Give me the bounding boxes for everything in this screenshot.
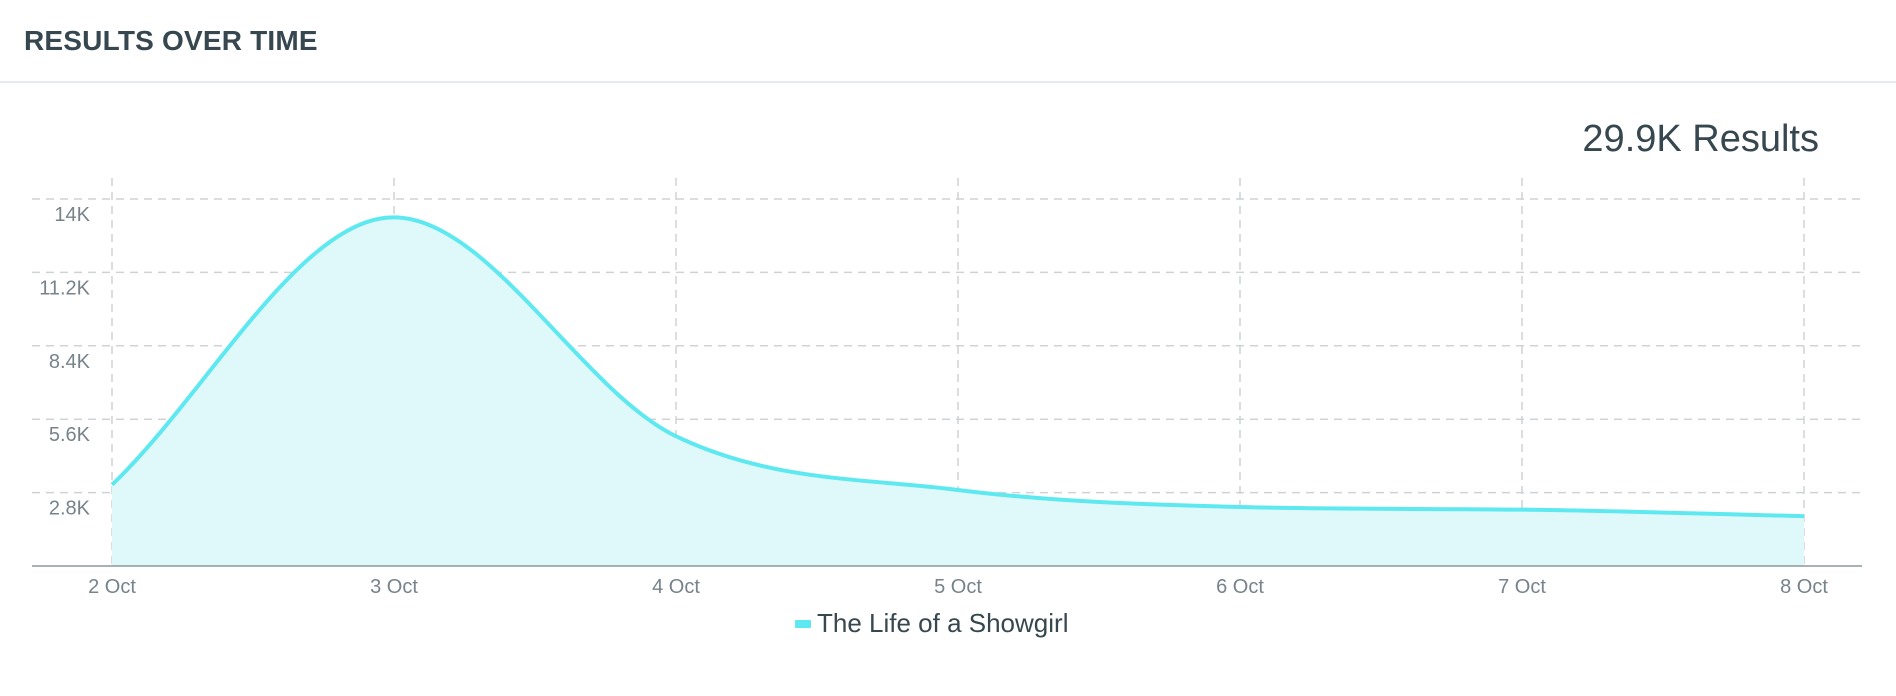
data-point[interactable]	[1233, 500, 1247, 514]
panel-title: RESULTS OVER TIME	[24, 25, 318, 56]
series-line[interactable]	[110, 215, 1805, 519]
x-tick-label: 5 Oct	[934, 576, 982, 598]
data-point[interactable]	[669, 429, 683, 443]
x-tick-label: 4 Oct	[652, 576, 700, 598]
series-area-fill	[112, 217, 1804, 566]
panel-header: RESULTS OVER TIME	[0, 0, 1896, 83]
series-area	[105, 210, 1811, 566]
y-tick-label: 8.4K	[49, 351, 91, 373]
data-point[interactable]	[387, 210, 401, 224]
data-point[interactable]	[105, 478, 119, 492]
y-tick-label: 11.2K	[39, 277, 90, 299]
chart-legend[interactable]: The Life of a Showgirl	[795, 608, 1068, 639]
data-point[interactable]	[951, 483, 965, 497]
y-tick-label: 14K	[54, 204, 90, 226]
data-point[interactable]	[1797, 509, 1811, 523]
legend-swatch	[795, 619, 811, 628]
x-tick-label: 2 Oct	[88, 576, 136, 598]
data-point[interactable]	[1515, 503, 1529, 517]
total-results-count: 29.9K Results	[1582, 118, 1819, 160]
x-tick-label: 3 Oct	[370, 576, 418, 598]
x-tick-label: 6 Oct	[1216, 576, 1264, 598]
legend-label: The Life of a Showgirl	[817, 608, 1069, 638]
tick-labels: 2.8K 5.6K 8.4K 11.2K 14K 2 Oct 3 Oct 4 Oct 5 Oct…	[39, 204, 1828, 598]
x-tick-label: 8 Oct	[1780, 576, 1828, 598]
x-tick-label: 7 Oct	[1498, 576, 1546, 598]
y-tick-label: 2.8K	[49, 498, 91, 520]
y-tick-label: 5.6K	[49, 424, 91, 446]
